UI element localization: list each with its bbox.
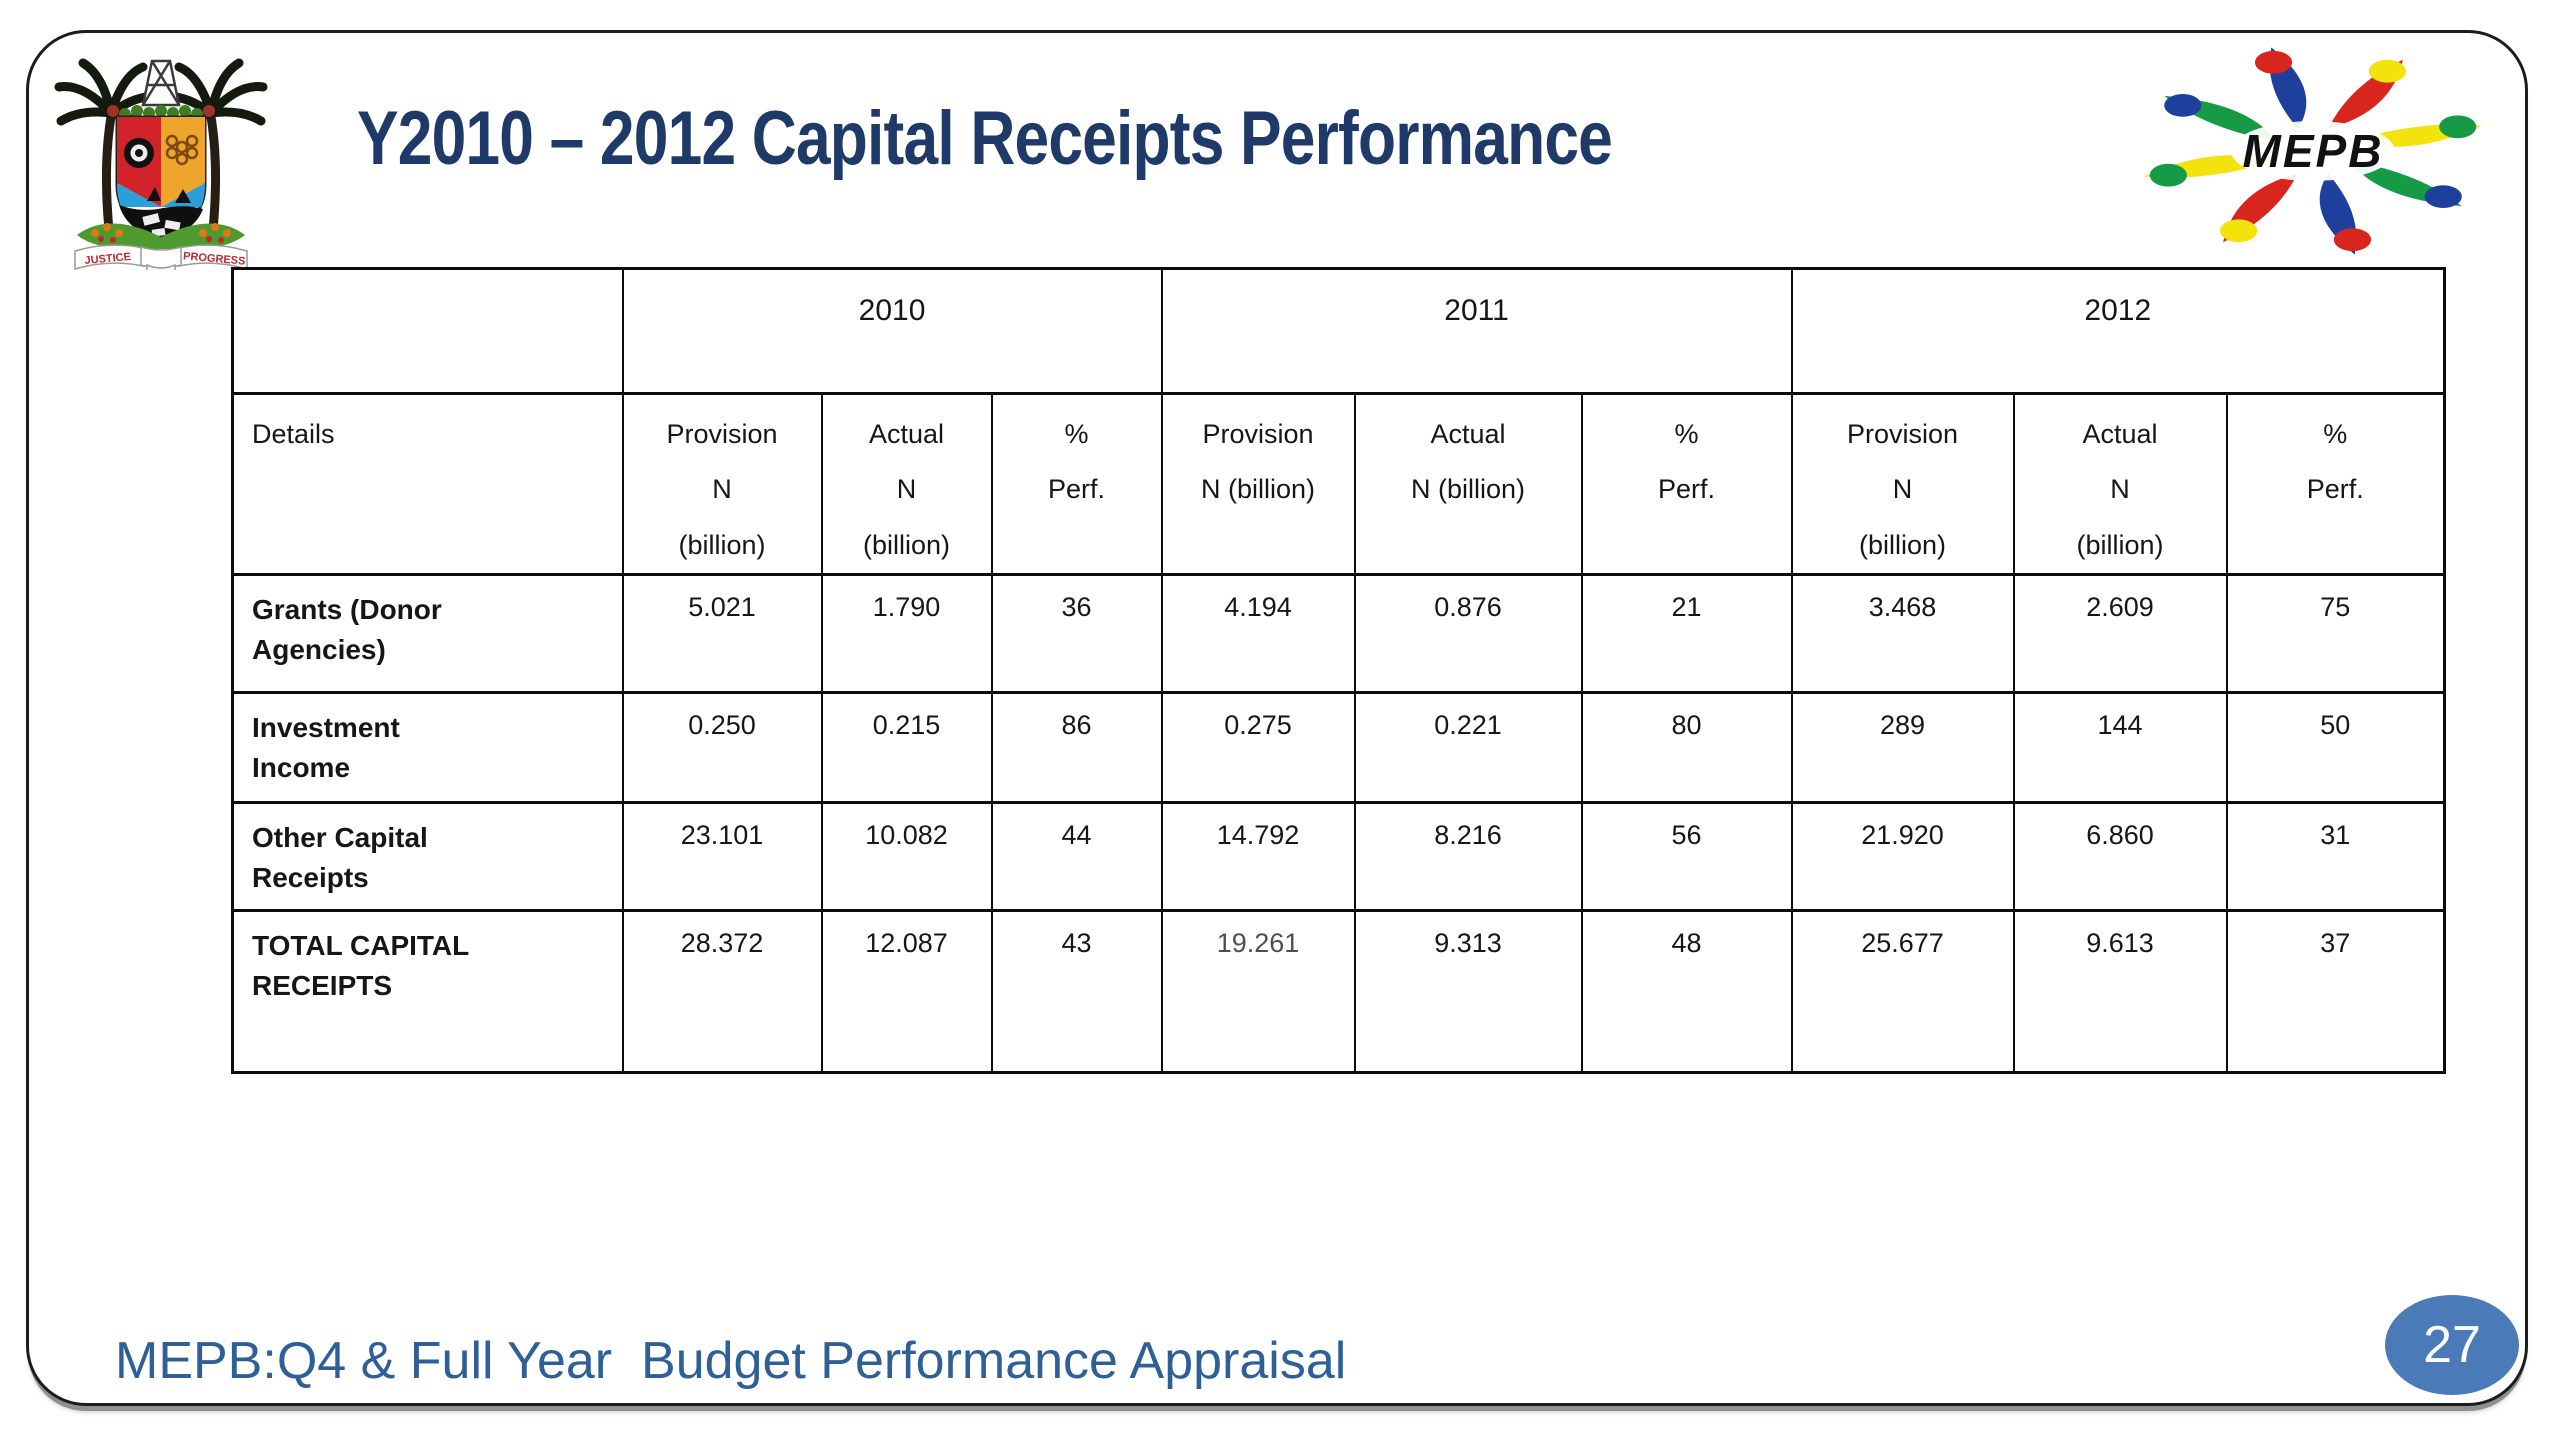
year-header-2010: 2010	[621, 267, 1163, 395]
data-cell: 4.194	[1160, 573, 1356, 695]
column-header-details: Details	[231, 391, 624, 577]
derrick-icon	[141, 59, 181, 107]
column-header: Provision N (billion)	[621, 391, 823, 577]
mound	[77, 223, 245, 250]
data-cell: 2.609	[2012, 573, 2228, 695]
data-cell: 21	[1580, 573, 1793, 695]
column-header: Actual N (billion)	[2012, 391, 2228, 577]
data-cell: 3.468	[1790, 573, 2015, 695]
mepb-logo-icon: MEPB	[2144, 47, 2482, 255]
table-row-grants: Grants (Donor Agencies) 5.021 1.790 36 4…	[231, 573, 2446, 695]
table-corner-cell	[231, 267, 624, 395]
data-cell: 0.876	[1353, 573, 1583, 695]
data-cell: 5.021	[621, 573, 823, 695]
data-cell: 10.082	[820, 801, 993, 913]
data-cell: 80	[1580, 691, 1793, 805]
data-cell: 44	[990, 801, 1163, 913]
table-row-other-capital: Other Capital Receipts 23.101 10.082 44 …	[231, 801, 2446, 913]
data-cell: 144	[2012, 691, 2228, 805]
column-header: Actual N (billion)	[820, 391, 993, 577]
year-header-2012: 2012	[1790, 267, 2446, 395]
mepb-logo-text: MEPB	[2243, 125, 2384, 177]
data-cell: 9.613	[2012, 909, 2228, 1075]
data-cell: 289	[1790, 691, 2015, 805]
data-cell: 1.790	[820, 573, 993, 695]
data-cell: 0.221	[1353, 691, 1583, 805]
data-cell: 28.372	[621, 909, 823, 1075]
lagos-coat-of-arms-icon: JUSTICE PROGRESS AND	[54, 58, 268, 270]
row-label: Other Capital Receipts	[252, 822, 428, 893]
column-header-row: Details Provision N (billion) Actual N (…	[231, 391, 2446, 577]
table-row-investment-income: Investment Income 0.250 0.215 86 0.275 0…	[231, 691, 2446, 805]
page-number-badge: 27	[2385, 1295, 2519, 1395]
slide-frame: JUSTICE PROGRESS AND Y2010 – 2012 Capita…	[26, 30, 2528, 1406]
data-cell: 25.677	[1790, 909, 2015, 1075]
data-cell: 14.792	[1160, 801, 1356, 913]
data-cell: 0.250	[621, 691, 823, 805]
data-cell: 75	[2225, 573, 2446, 695]
motto-left: JUSTICE	[84, 251, 131, 267]
motto-right: PROGRESS	[183, 250, 246, 267]
data-cell: 21.920	[1790, 801, 2015, 913]
column-header: Provision N (billion)	[1790, 391, 2015, 577]
row-label: TOTAL CAPITAL RECEIPTS	[252, 930, 469, 1001]
data-cell: 12.087	[820, 909, 993, 1075]
year-header-row: 2010 2011 2012	[231, 267, 2446, 395]
row-label: Investment Income	[252, 712, 400, 783]
column-header: % Perf.	[2225, 391, 2446, 577]
data-cell: 86	[990, 691, 1163, 805]
mepb-pinwheel	[2144, 47, 2482, 255]
column-header: Provision N (billion)	[1160, 391, 1356, 577]
table-row-total: TOTAL CAPITAL RECEIPTS 28.372 12.087 43 …	[231, 909, 2446, 1075]
column-header: % Perf.	[1580, 391, 1793, 577]
row-label: Grants (Donor Agencies)	[252, 594, 442, 665]
capital-receipts-table: 2010 2011 2012 Details Provision N (bill…	[231, 267, 2447, 1075]
footer-text: MEPB:Q4 & Full Year Budget Performance A…	[115, 1332, 1347, 1390]
data-cell: 0.275	[1160, 691, 1356, 805]
data-cell: 9.313	[1353, 909, 1583, 1075]
data-cell: 37	[2225, 909, 2446, 1075]
page-number: 27	[2423, 1316, 2481, 1374]
data-cell: 56	[1580, 801, 1793, 913]
data-cell: 36	[990, 573, 1163, 695]
data-cell: 0.215	[820, 691, 993, 805]
data-cell: 8.216	[1353, 801, 1583, 913]
data-cell: 50	[2225, 691, 2446, 805]
data-cell: 19.261	[1160, 909, 1356, 1075]
data-cell: 48	[1580, 909, 1793, 1075]
slide-title: Y2010 – 2012 Capital Receipts Performanc…	[357, 96, 1613, 181]
data-cell: 43	[990, 909, 1163, 1075]
year-header-2011: 2011	[1160, 267, 1793, 395]
column-header: Actual N (billion)	[1353, 391, 1583, 577]
column-header: % Perf.	[990, 391, 1163, 577]
data-cell: 23.101	[621, 801, 823, 913]
data-cell: 31	[2225, 801, 2446, 913]
shield	[115, 115, 207, 243]
data-cell: 6.860	[2012, 801, 2228, 913]
